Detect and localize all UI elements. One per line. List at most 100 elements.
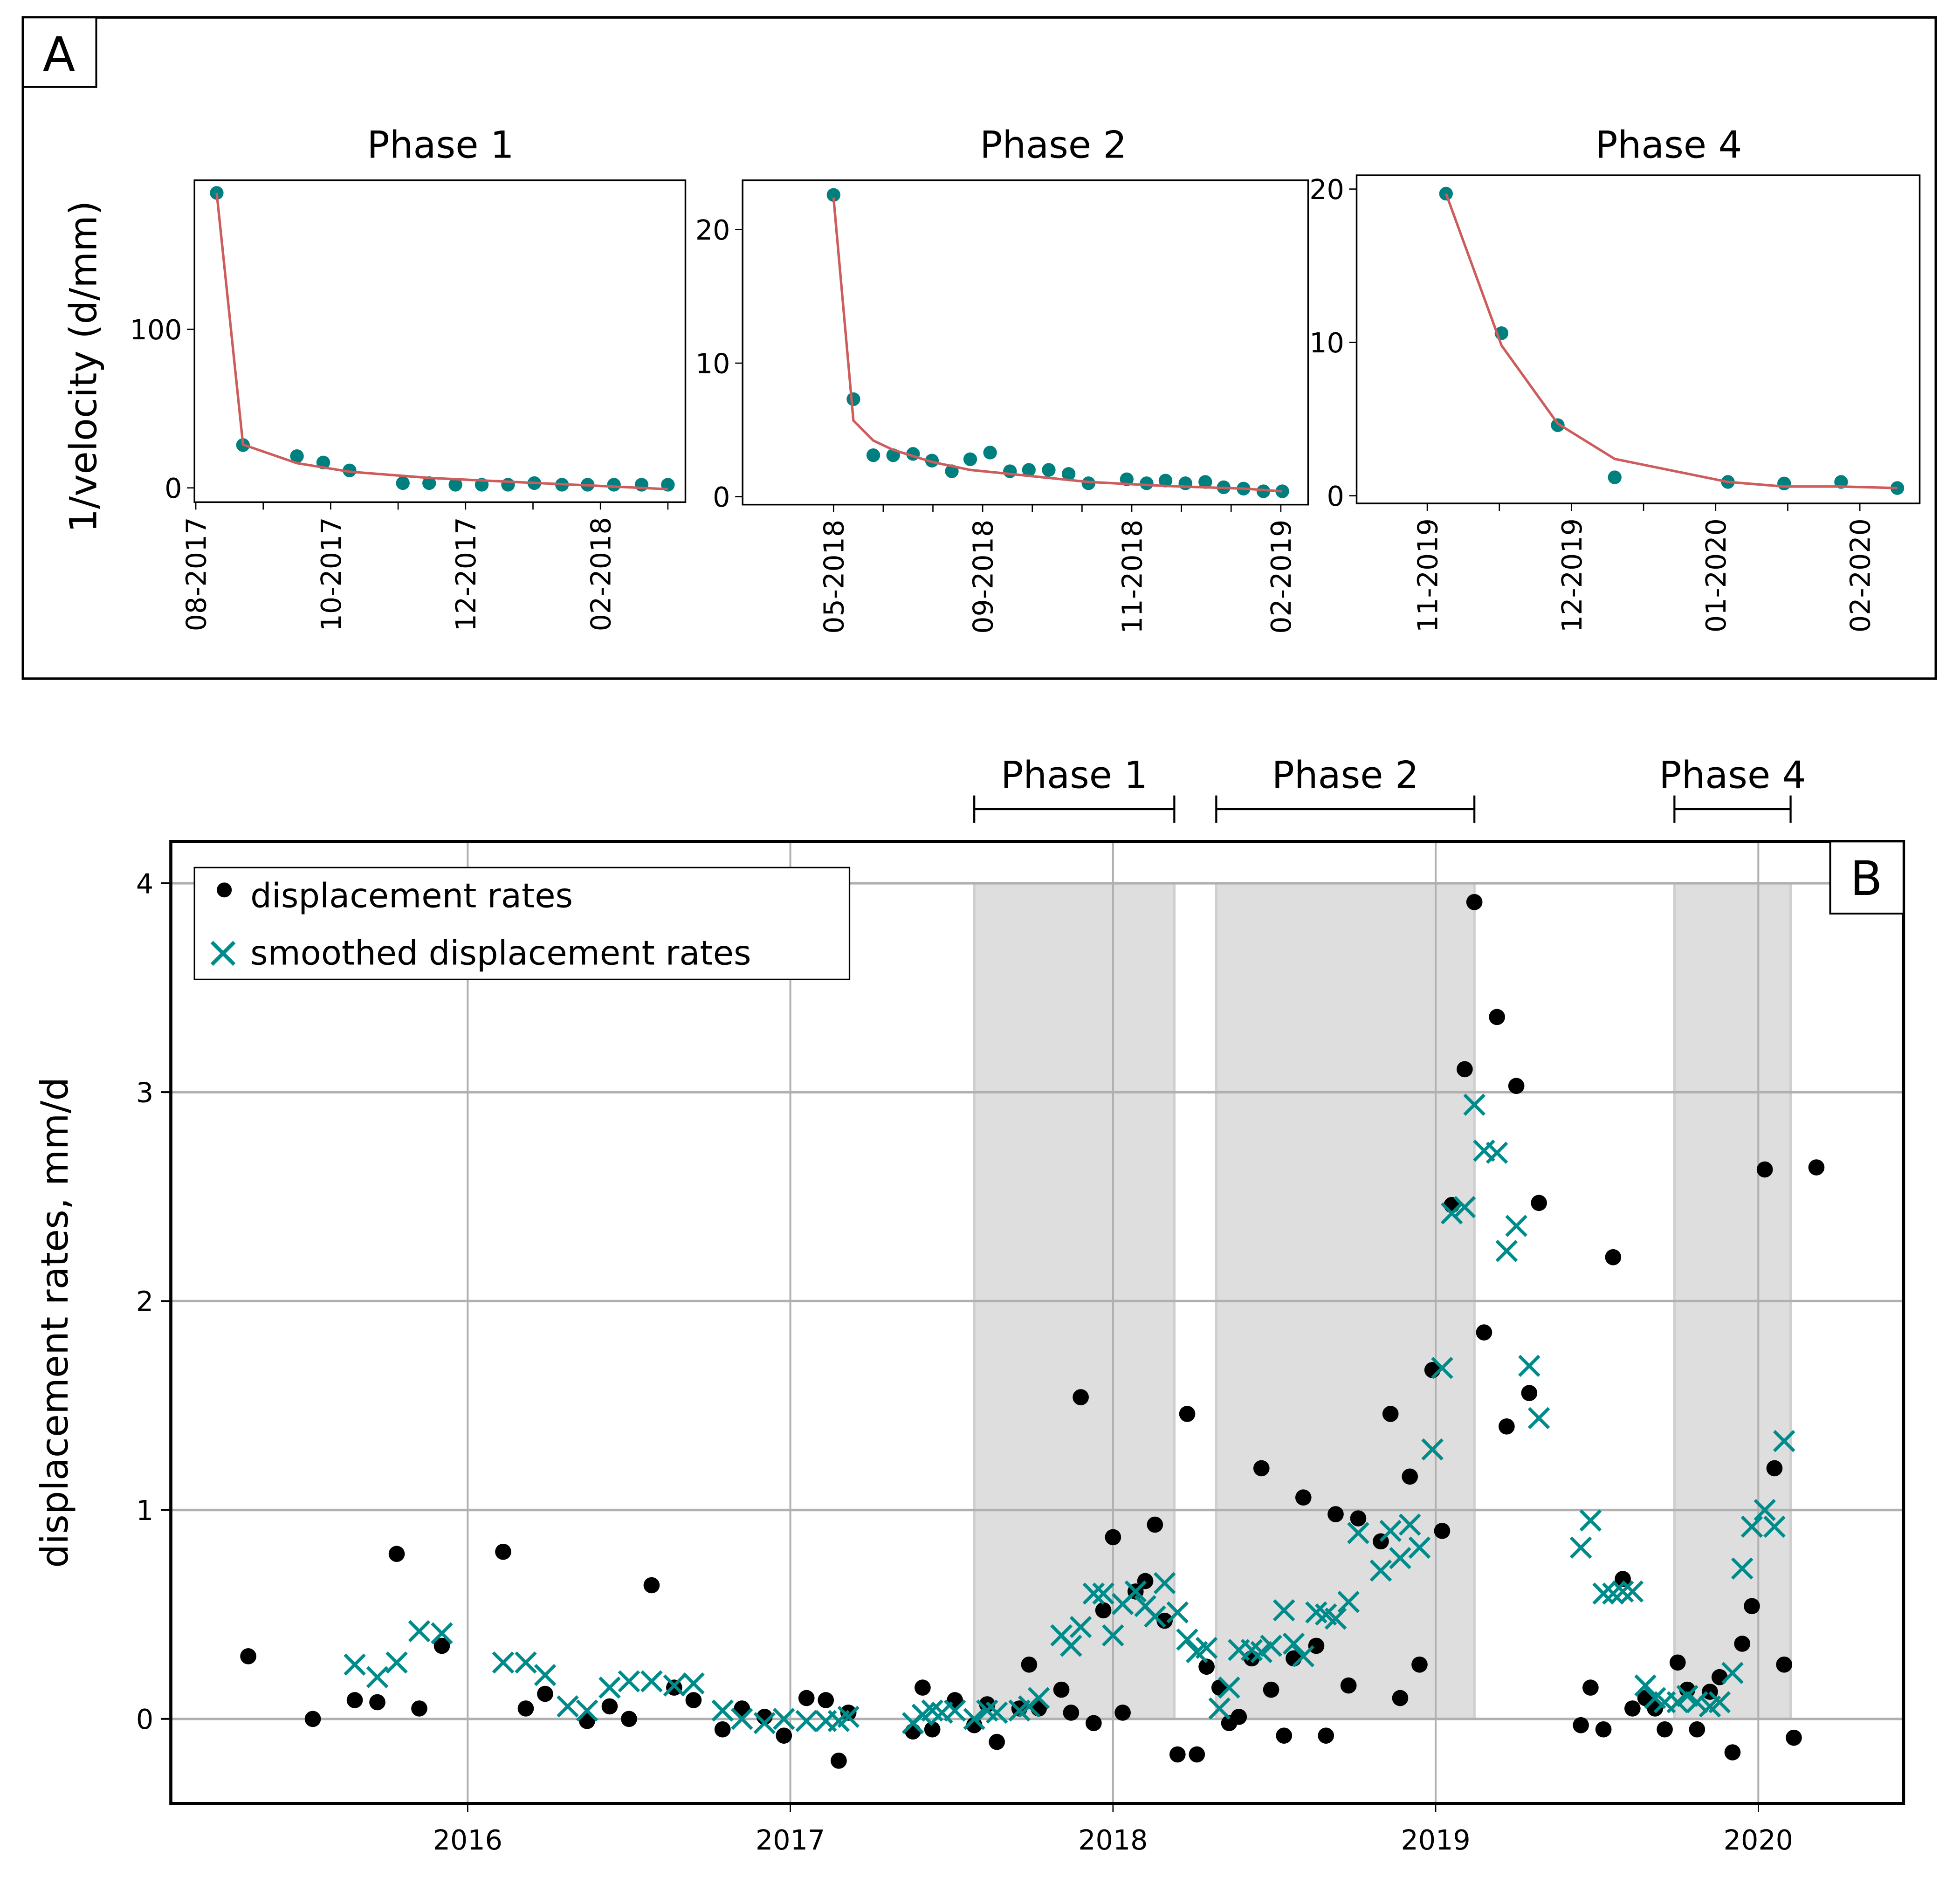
y-tick-label: 2 (136, 1286, 153, 1318)
smoothed-point (557, 1695, 579, 1718)
y-tick-label: 3 (136, 1077, 153, 1109)
displacement-point (915, 1679, 931, 1696)
smoothed-point (1282, 1632, 1305, 1655)
smoothed-point-stroke (1579, 1509, 1602, 1532)
smoothed-point (1292, 1645, 1315, 1668)
phase-1-title: Phase 1 (367, 124, 514, 167)
smoothed-point-stroke (730, 1708, 753, 1730)
displacement-point (1231, 1708, 1247, 1725)
displacement-point (1756, 1161, 1773, 1178)
smoothed-point (1754, 1499, 1776, 1521)
data-point (290, 449, 304, 463)
smoothed-point-stroke (1463, 1093, 1485, 1116)
smoothed-point-stroke (1292, 1645, 1315, 1668)
smoothed-point (385, 1651, 408, 1674)
y-tick-label: 0 (713, 481, 730, 513)
smoothed-point-stroke (1027, 1687, 1050, 1709)
displacement-point (1766, 1460, 1783, 1477)
smoothed-point (795, 1710, 818, 1733)
displacement-point (1786, 1729, 1802, 1746)
smoothed-point-stroke (1369, 1559, 1392, 1582)
phase-4-subplot: Phase 4 0 10 20 11-2019 12-2019 01-2020 02-202… (1309, 124, 1921, 633)
displacement-point (1276, 1727, 1293, 1744)
smoothed-point-stroke (1124, 1580, 1147, 1603)
smoothed-point-stroke (1527, 1407, 1550, 1430)
smoothed-point-stroke (1634, 1674, 1657, 1697)
smoothed-point (344, 1653, 366, 1676)
data-point (1081, 476, 1095, 490)
smoothed-point (1721, 1662, 1744, 1684)
displacement-point (1689, 1721, 1706, 1738)
data-point (1158, 474, 1173, 488)
smoothed-point-stroke (492, 1651, 515, 1674)
smoothed-point (1060, 1635, 1082, 1657)
displacement-point (1073, 1389, 1089, 1405)
smoothed-point-stroke (408, 1620, 431, 1643)
x-tick-label: 11-2018 (1116, 520, 1148, 634)
smoothed-point-stroke (1721, 1662, 1744, 1684)
smoothed-point-stroke (1176, 1628, 1198, 1651)
displacement-point (831, 1753, 847, 1769)
smoothed-point (1027, 1687, 1050, 1709)
smoothed-point-stroke (1102, 1624, 1124, 1647)
data-point (1003, 464, 1017, 478)
smoothed-point-stroke (753, 1712, 776, 1734)
displacement-point (1476, 1324, 1492, 1341)
smoothed-point (1369, 1559, 1392, 1582)
displacement-point (1573, 1717, 1589, 1733)
displacement-point (1669, 1654, 1686, 1671)
displacement-point (1776, 1656, 1793, 1673)
displacement-point (1308, 1637, 1325, 1654)
data-point (448, 478, 462, 492)
smoothed-point (1092, 1582, 1114, 1605)
smoothed-point (1260, 1635, 1282, 1657)
y-tick-label: 20 (695, 214, 730, 246)
data-point (634, 478, 649, 492)
smoothed-point-stroke (640, 1670, 663, 1692)
phase-bracket (973, 795, 1176, 823)
smoothed-point (1144, 1605, 1166, 1628)
smoothed-point (985, 1701, 1008, 1724)
panel-b-label: B (1850, 851, 1883, 906)
smoothed-point (492, 1651, 515, 1674)
y-tick-label: 10 (695, 348, 730, 379)
smoothed-point-stroke (1324, 1607, 1347, 1630)
smoothed-point (1347, 1522, 1369, 1544)
smoothed-point (1611, 1580, 1634, 1603)
smoothed-point (663, 1674, 686, 1697)
displacement-point (1647, 1700, 1664, 1717)
displacement-point (1711, 1669, 1728, 1685)
smoothed-point-stroke (1518, 1355, 1540, 1377)
displacement-point (1179, 1406, 1196, 1422)
x-tick-label: 08-2017 (180, 517, 212, 631)
smoothed-point-stroke (1763, 1515, 1786, 1538)
smoothed-point (640, 1670, 663, 1692)
smoothed-point-stroke (1666, 1691, 1689, 1713)
y-tick-label: 0 (165, 473, 182, 504)
displacement-point (1198, 1658, 1215, 1675)
smoothed-point (1166, 1601, 1189, 1624)
data-point (925, 454, 939, 468)
panel-b-label-box (1829, 840, 1905, 915)
displacement-point (1263, 1681, 1279, 1698)
smoothed-point (943, 1699, 966, 1722)
displacement-point (1105, 1529, 1121, 1546)
smoothed-point-stroke (663, 1674, 686, 1697)
displacement-point (1744, 1598, 1760, 1615)
displacement-point (1095, 1602, 1112, 1619)
smoothed-point (1453, 1196, 1476, 1218)
smoothed-point (1379, 1520, 1402, 1542)
smoothed-point-stroke (1389, 1547, 1411, 1569)
smoothed-point-stroke (1740, 1515, 1763, 1538)
smoothed-point-stroke (1408, 1536, 1431, 1559)
smoothed-point-stroke (1440, 1202, 1463, 1224)
x-tick-label: 12-2017 (450, 517, 482, 631)
smoothed-point (408, 1620, 431, 1643)
y-tick-label: 0 (1327, 481, 1344, 512)
data-point (846, 392, 860, 406)
displacement-point (1457, 1061, 1473, 1078)
smoothed-point (1634, 1674, 1657, 1697)
y-tick-label: 4 (136, 868, 153, 900)
smoothed-point (1398, 1513, 1421, 1536)
smoothed-point (753, 1712, 776, 1734)
